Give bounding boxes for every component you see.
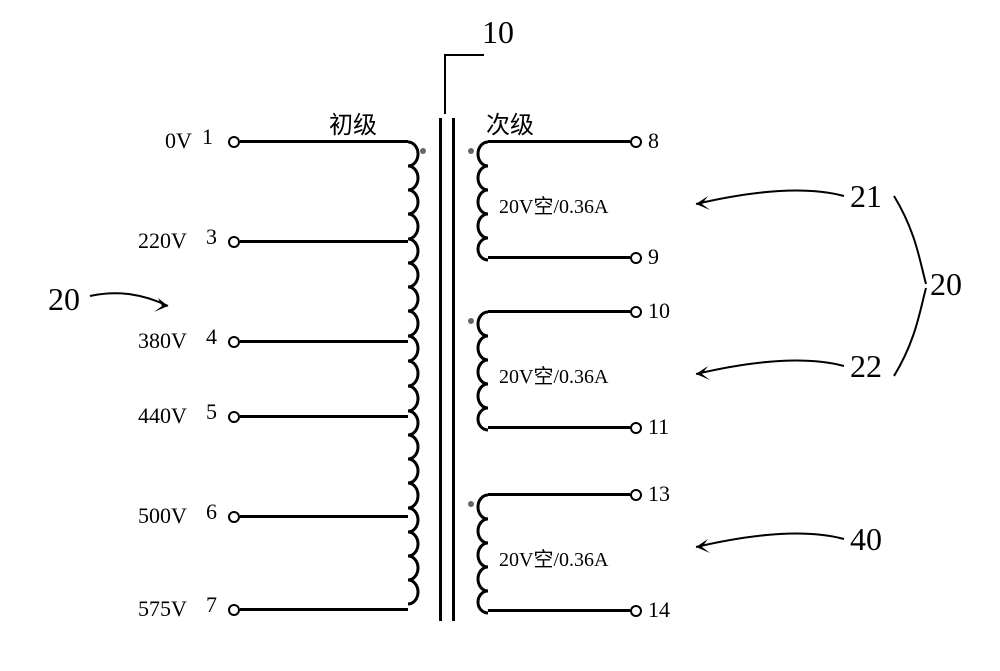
voltage-p6: 500V <box>138 503 187 529</box>
secondary-dot-2 <box>468 318 474 324</box>
pin-p4: 4 <box>206 324 217 350</box>
lead-p6 <box>240 515 408 518</box>
lead-p5 <box>240 415 408 418</box>
callout-line-core-2 <box>444 54 484 56</box>
secondary-dot-1 <box>468 148 474 154</box>
callout-21: 21 <box>850 178 882 215</box>
pin-s8: 8 <box>648 128 659 154</box>
voltage-p1: 0V <box>165 128 192 154</box>
lead-s8 <box>488 140 630 143</box>
callout-primary-20: 20 <box>48 281 80 318</box>
lead-p7 <box>240 608 408 611</box>
arrow-21 <box>686 182 846 216</box>
terminal-p7 <box>228 604 240 616</box>
callout-line-core <box>444 54 446 114</box>
transformer-schematic: 10 初级 次级 0V 1 220V 3 380V 4 440V 5 500V … <box>0 0 1000 671</box>
lead-s10 <box>488 310 630 313</box>
pin-p6: 6 <box>206 499 217 525</box>
terminal-s14 <box>630 605 642 617</box>
voltage-p7: 575V <box>138 596 187 622</box>
rating-s2: 20V空/0.36A <box>499 360 608 389</box>
lead-p3 <box>240 240 408 243</box>
terminal-p6 <box>228 511 240 523</box>
callout-40: 40 <box>850 521 882 558</box>
pin-p5: 5 <box>206 399 217 425</box>
lead-p1 <box>240 140 408 143</box>
lead-p4 <box>240 340 408 343</box>
terminal-p3 <box>228 236 240 248</box>
secondary-header: 次级 <box>486 105 534 140</box>
pin-s11: 11 <box>648 414 669 440</box>
arrow-22 <box>686 352 846 386</box>
terminal-s9 <box>630 252 642 264</box>
pin-p3: 3 <box>206 224 217 250</box>
secondary-coil-1 <box>460 140 494 264</box>
arrow-primary-20 <box>88 288 178 316</box>
callout-22: 22 <box>850 348 882 385</box>
primary-coil <box>402 140 436 618</box>
rating-s1: 20V空/0.36A <box>499 190 608 219</box>
lead-s11 <box>488 426 630 429</box>
terminal-s10 <box>630 306 642 318</box>
pin-p1: 1 <box>202 124 213 150</box>
voltage-p5: 440V <box>138 403 187 429</box>
pin-s10: 10 <box>648 298 670 324</box>
secondary-coil-2 <box>460 310 494 434</box>
voltage-p3: 220V <box>138 228 187 254</box>
terminal-p1 <box>228 136 240 148</box>
lead-s9 <box>488 256 630 259</box>
terminal-s8 <box>630 136 642 148</box>
pin-p7: 7 <box>206 592 217 618</box>
lead-s14 <box>488 609 630 612</box>
secondary-coil-3 <box>460 493 494 617</box>
brace-secondary-20 <box>892 192 942 382</box>
primary-dot <box>420 148 426 154</box>
voltage-p4: 380V <box>138 328 187 354</box>
terminal-s13 <box>630 489 642 501</box>
rating-s3: 20V空/0.36A <box>499 543 608 572</box>
terminal-p4 <box>228 336 240 348</box>
pin-s13: 13 <box>648 481 670 507</box>
pin-s9: 9 <box>648 244 659 270</box>
lead-s13 <box>488 493 630 496</box>
core-bar-right <box>452 118 455 621</box>
pin-s14: 14 <box>648 597 670 623</box>
callout-core: 10 <box>482 14 514 51</box>
terminal-s11 <box>630 422 642 434</box>
arrow-40 <box>686 525 846 559</box>
terminal-p5 <box>228 411 240 423</box>
secondary-dot-3 <box>468 501 474 507</box>
core-bar-left <box>439 118 442 621</box>
primary-header: 初级 <box>329 105 377 140</box>
